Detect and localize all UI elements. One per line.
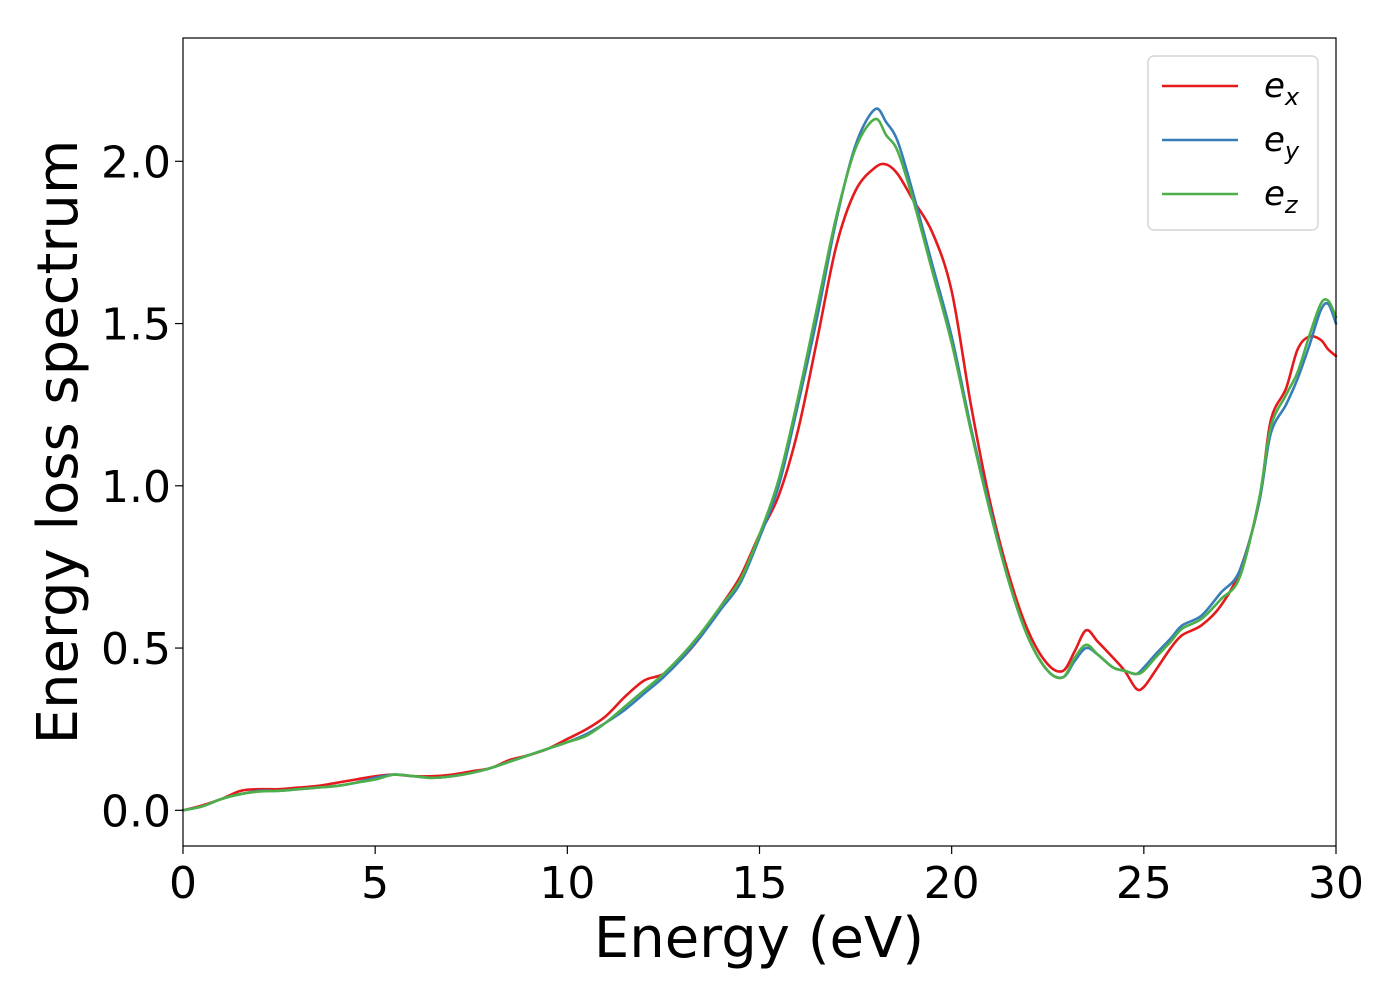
y-tick-label: 2.0 (101, 137, 171, 188)
legend-label-y: ey (1264, 120, 1300, 165)
legend-label-x: ex (1264, 66, 1300, 111)
series-layer (181, 107, 1338, 812)
y-axis: 0.0 0.5 1.0 1.5 2.0 (101, 137, 183, 837)
x-tick-label: 25 (1116, 858, 1172, 909)
x-tick-label: 5 (361, 858, 389, 909)
legend-box (1147, 55, 1319, 231)
x-tick-label: 10 (539, 858, 595, 909)
y-tick-label: 0.0 (101, 786, 171, 837)
y-tick-label: 1.5 (101, 300, 171, 351)
x-axis: 0 5 10 15 20 25 30 (169, 846, 1364, 909)
x-tick-label: 20 (924, 858, 980, 909)
legend-label-z: ez (1264, 174, 1299, 219)
x-tick-label: 0 (169, 858, 197, 909)
y-tick-label: 1.0 (101, 462, 171, 513)
series-line-z (181, 117, 1338, 812)
x-tick-label: 15 (732, 858, 788, 909)
x-tick-label: 30 (1308, 858, 1364, 909)
y-axis-label: Energy loss spectrum (26, 140, 91, 745)
legend: ex ey ez (1147, 55, 1319, 231)
x-axis-label: Energy (eV) (594, 906, 924, 971)
y-tick-label: 0.5 (101, 624, 171, 675)
